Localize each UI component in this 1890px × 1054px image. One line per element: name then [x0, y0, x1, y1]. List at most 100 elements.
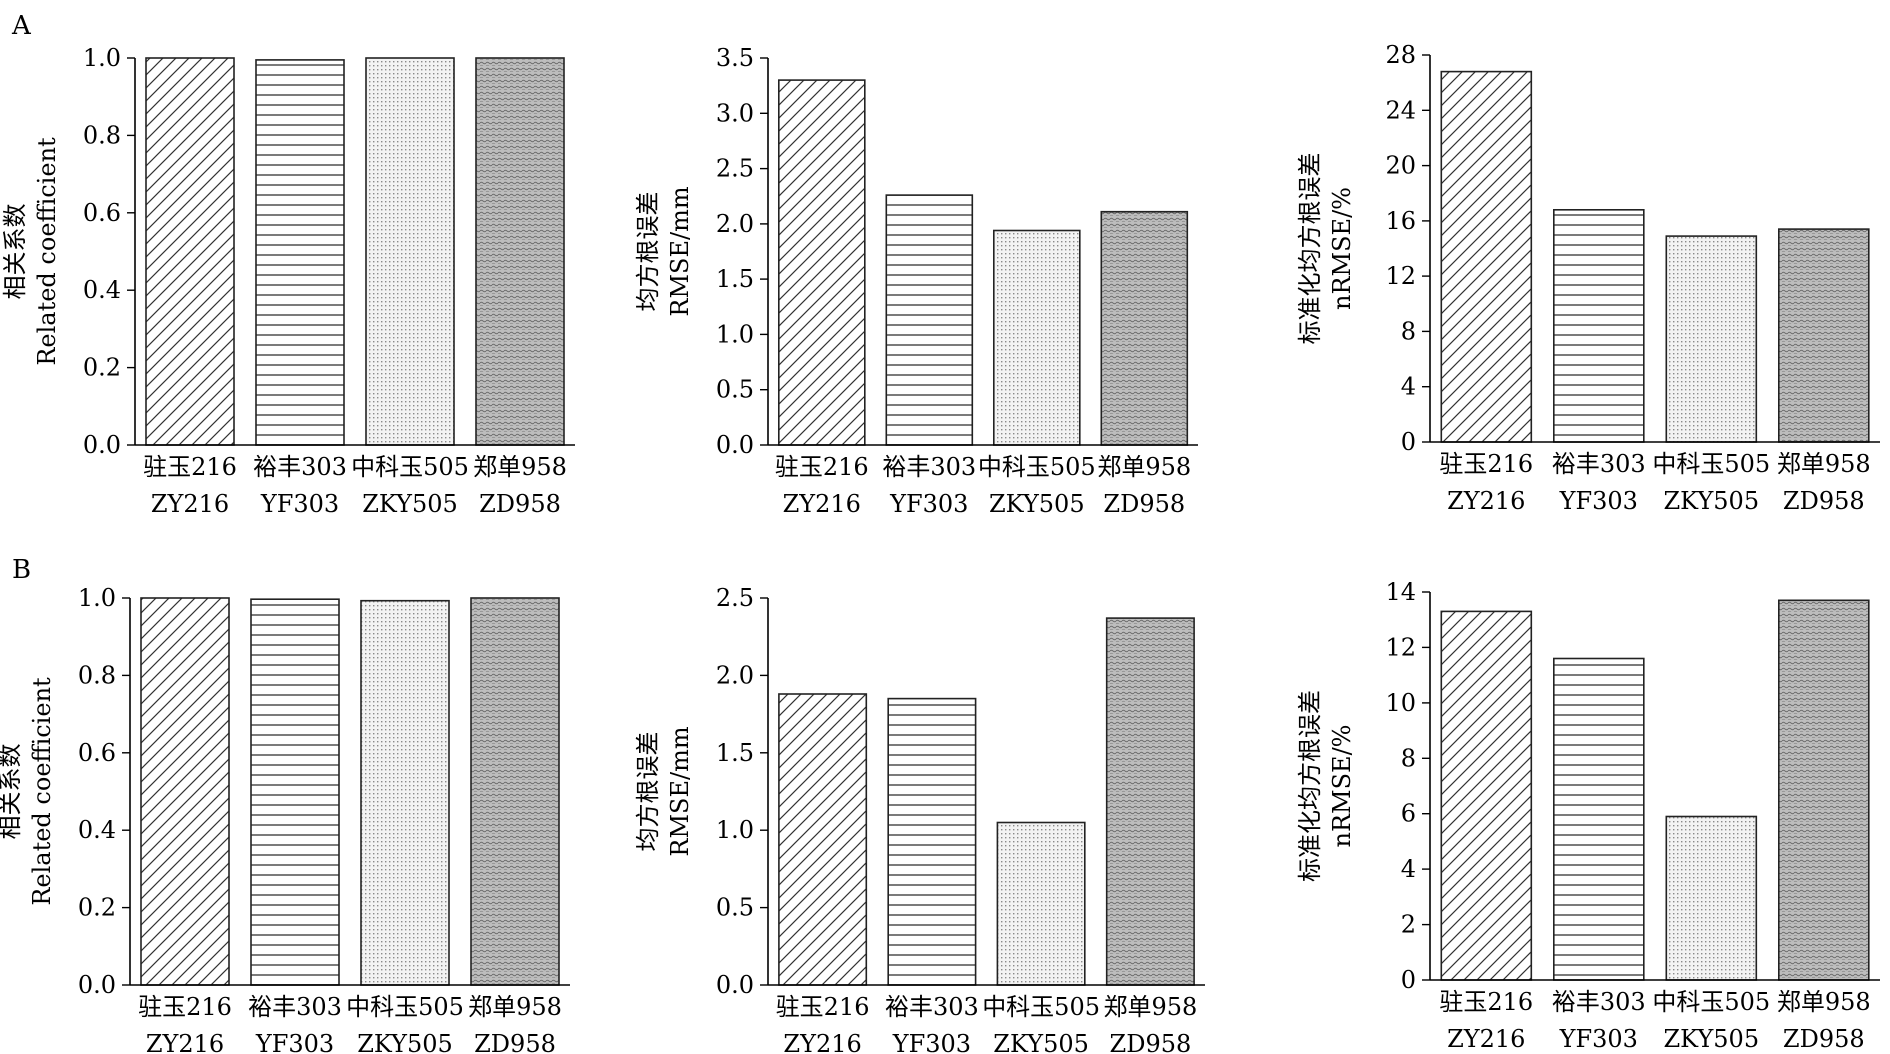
y-tick-label: 0.4	[78, 816, 116, 844]
category-label-en: ZKY505	[1663, 487, 1759, 515]
category-label-en: ZD958	[474, 1030, 556, 1054]
category-label-cn: 驻玉216	[143, 453, 237, 481]
category-label-cn: 郑单958	[1777, 988, 1871, 1016]
category-label-en: ZKY505	[1663, 1025, 1759, 1053]
y-tick-label: 2	[1401, 911, 1416, 939]
bar-yf303	[887, 697, 977, 986]
y-tick-label: 2.5	[716, 155, 754, 183]
category-label-en: YF303	[892, 1030, 971, 1054]
category-label-en: ZY216	[151, 490, 229, 518]
y-tick-label: 1.0	[716, 816, 754, 844]
category-label-cn: 裕丰303	[253, 453, 347, 481]
category-label-cn: 裕丰303	[882, 453, 976, 481]
bar-yf303	[1553, 209, 1645, 443]
y-tick-label: 0	[1401, 966, 1416, 994]
y-axis-label-cn: 均方根误差	[634, 732, 662, 852]
y-tick-label: 0.5	[716, 894, 754, 922]
charts-container: 驻玉216 ZY216 裕丰303 YF303 中科玉505 ZKY505 郑单958 ZD9…	[0, 41, 1880, 1054]
bar-zky505	[1665, 235, 1758, 443]
y-tick-label: 10	[1385, 689, 1416, 717]
bar-zd958	[1778, 228, 1870, 443]
y-tick-label: 0.0	[716, 971, 754, 999]
y-tick-label: 12	[1385, 633, 1416, 661]
bar-zy216	[145, 57, 235, 446]
panel-label-b: B	[12, 555, 31, 585]
y-axis-label-cn: 标准化均方根误差	[1296, 690, 1324, 882]
category-label-en: ZD958	[1103, 490, 1185, 518]
category-label-en: YF303	[1559, 487, 1638, 515]
bar-zd958	[1105, 617, 1195, 986]
y-axis-label-en: RMSE/mm	[666, 186, 694, 316]
category-label-en: ZKY505	[993, 1030, 1089, 1054]
bar-zky505	[360, 599, 450, 986]
bar-zky505	[365, 57, 455, 446]
category-label-cn: 驻玉216	[138, 993, 232, 1021]
bar-zy216	[1440, 610, 1533, 981]
y-axis-label-en: nRMSE/%	[1328, 187, 1356, 310]
y-tick-label: 2.0	[716, 661, 754, 689]
y-tick-label: 28	[1385, 41, 1416, 69]
y-tick-label: 0.0	[83, 431, 121, 459]
bar-zd958	[470, 597, 560, 986]
bar-zky505	[992, 229, 1081, 446]
category-label-cn: 中科玉505	[351, 453, 469, 481]
category-label-en: ZY216	[146, 1030, 224, 1054]
category-label-en: ZKY505	[362, 490, 458, 518]
y-axis-label-cn: 标准化均方根误差	[1296, 153, 1324, 345]
y-tick-label: 0	[1401, 428, 1416, 456]
y-tick-label: 24	[1385, 96, 1416, 124]
category-label-en: ZY216	[1447, 1025, 1525, 1053]
y-tick-label: 0.8	[83, 121, 121, 149]
category-label-cn: 郑单958	[1103, 993, 1197, 1021]
chart-6: 驻玉216 ZY216 裕丰303 YF303 中科玉505 ZKY505 郑单958 ZD9…	[1296, 578, 1880, 1053]
y-tick-label: 8	[1401, 744, 1416, 772]
y-tick-label: 0.0	[78, 971, 116, 999]
bar-yf303	[255, 59, 345, 446]
y-tick-label: 20	[1385, 152, 1416, 180]
category-label-en: YF303	[889, 490, 968, 518]
category-label-cn: 驻玉216	[775, 453, 869, 481]
category-label-en: ZY216	[783, 490, 861, 518]
y-tick-label: 1.0	[83, 44, 121, 72]
bar-zy216	[777, 79, 866, 446]
y-tick-label: 0.0	[716, 431, 754, 459]
bar-yf303	[250, 598, 340, 986]
y-tick-label: 8	[1401, 317, 1416, 345]
category-label-en: ZKY505	[989, 490, 1085, 518]
bar-zy216	[140, 597, 230, 986]
category-label-cn: 郑单958	[468, 993, 562, 1021]
bar-zy216	[778, 693, 868, 986]
y-tick-label: 0.2	[83, 354, 121, 382]
y-tick-label: 1.0	[716, 320, 754, 348]
y-tick-label: 2.0	[716, 210, 754, 238]
category-label-cn: 郑单958	[1777, 450, 1871, 478]
category-label-cn: 裕丰303	[1552, 988, 1646, 1016]
y-tick-label: 3.0	[716, 99, 754, 127]
bar-zd958	[475, 57, 565, 446]
y-axis-label-en: nRMSE/%	[1328, 725, 1356, 848]
category-label-cn: 中科玉505	[982, 993, 1100, 1021]
bar-zky505	[1665, 815, 1758, 981]
y-tick-label: 1.5	[716, 739, 754, 767]
category-label-cn: 裕丰303	[885, 993, 979, 1021]
y-axis-label-cn: 均方根误差	[634, 192, 662, 312]
category-label-en: YF303	[255, 1030, 334, 1054]
bar-zd958	[1778, 599, 1870, 981]
bar-zd958	[1100, 210, 1189, 446]
y-axis-label-cn: 相关系数	[1, 204, 29, 300]
bar-zky505	[996, 821, 1086, 986]
y-tick-label: 2.5	[716, 584, 754, 612]
category-label-cn: 裕丰303	[248, 993, 342, 1021]
category-label-en: ZY216	[1447, 487, 1525, 515]
bar-yf303	[1553, 657, 1645, 981]
category-label-cn: 中科玉505	[978, 453, 1096, 481]
y-tick-label: 4	[1401, 855, 1416, 883]
y-tick-label: 0.5	[716, 376, 754, 404]
category-label-en: YF303	[1559, 1025, 1638, 1053]
category-label-cn: 郑单958	[473, 453, 567, 481]
y-axis-label-cn: 相关系数	[0, 744, 24, 840]
y-tick-label: 4	[1401, 373, 1416, 401]
category-label-en: ZD958	[479, 490, 561, 518]
y-tick-label: 0.8	[78, 661, 116, 689]
